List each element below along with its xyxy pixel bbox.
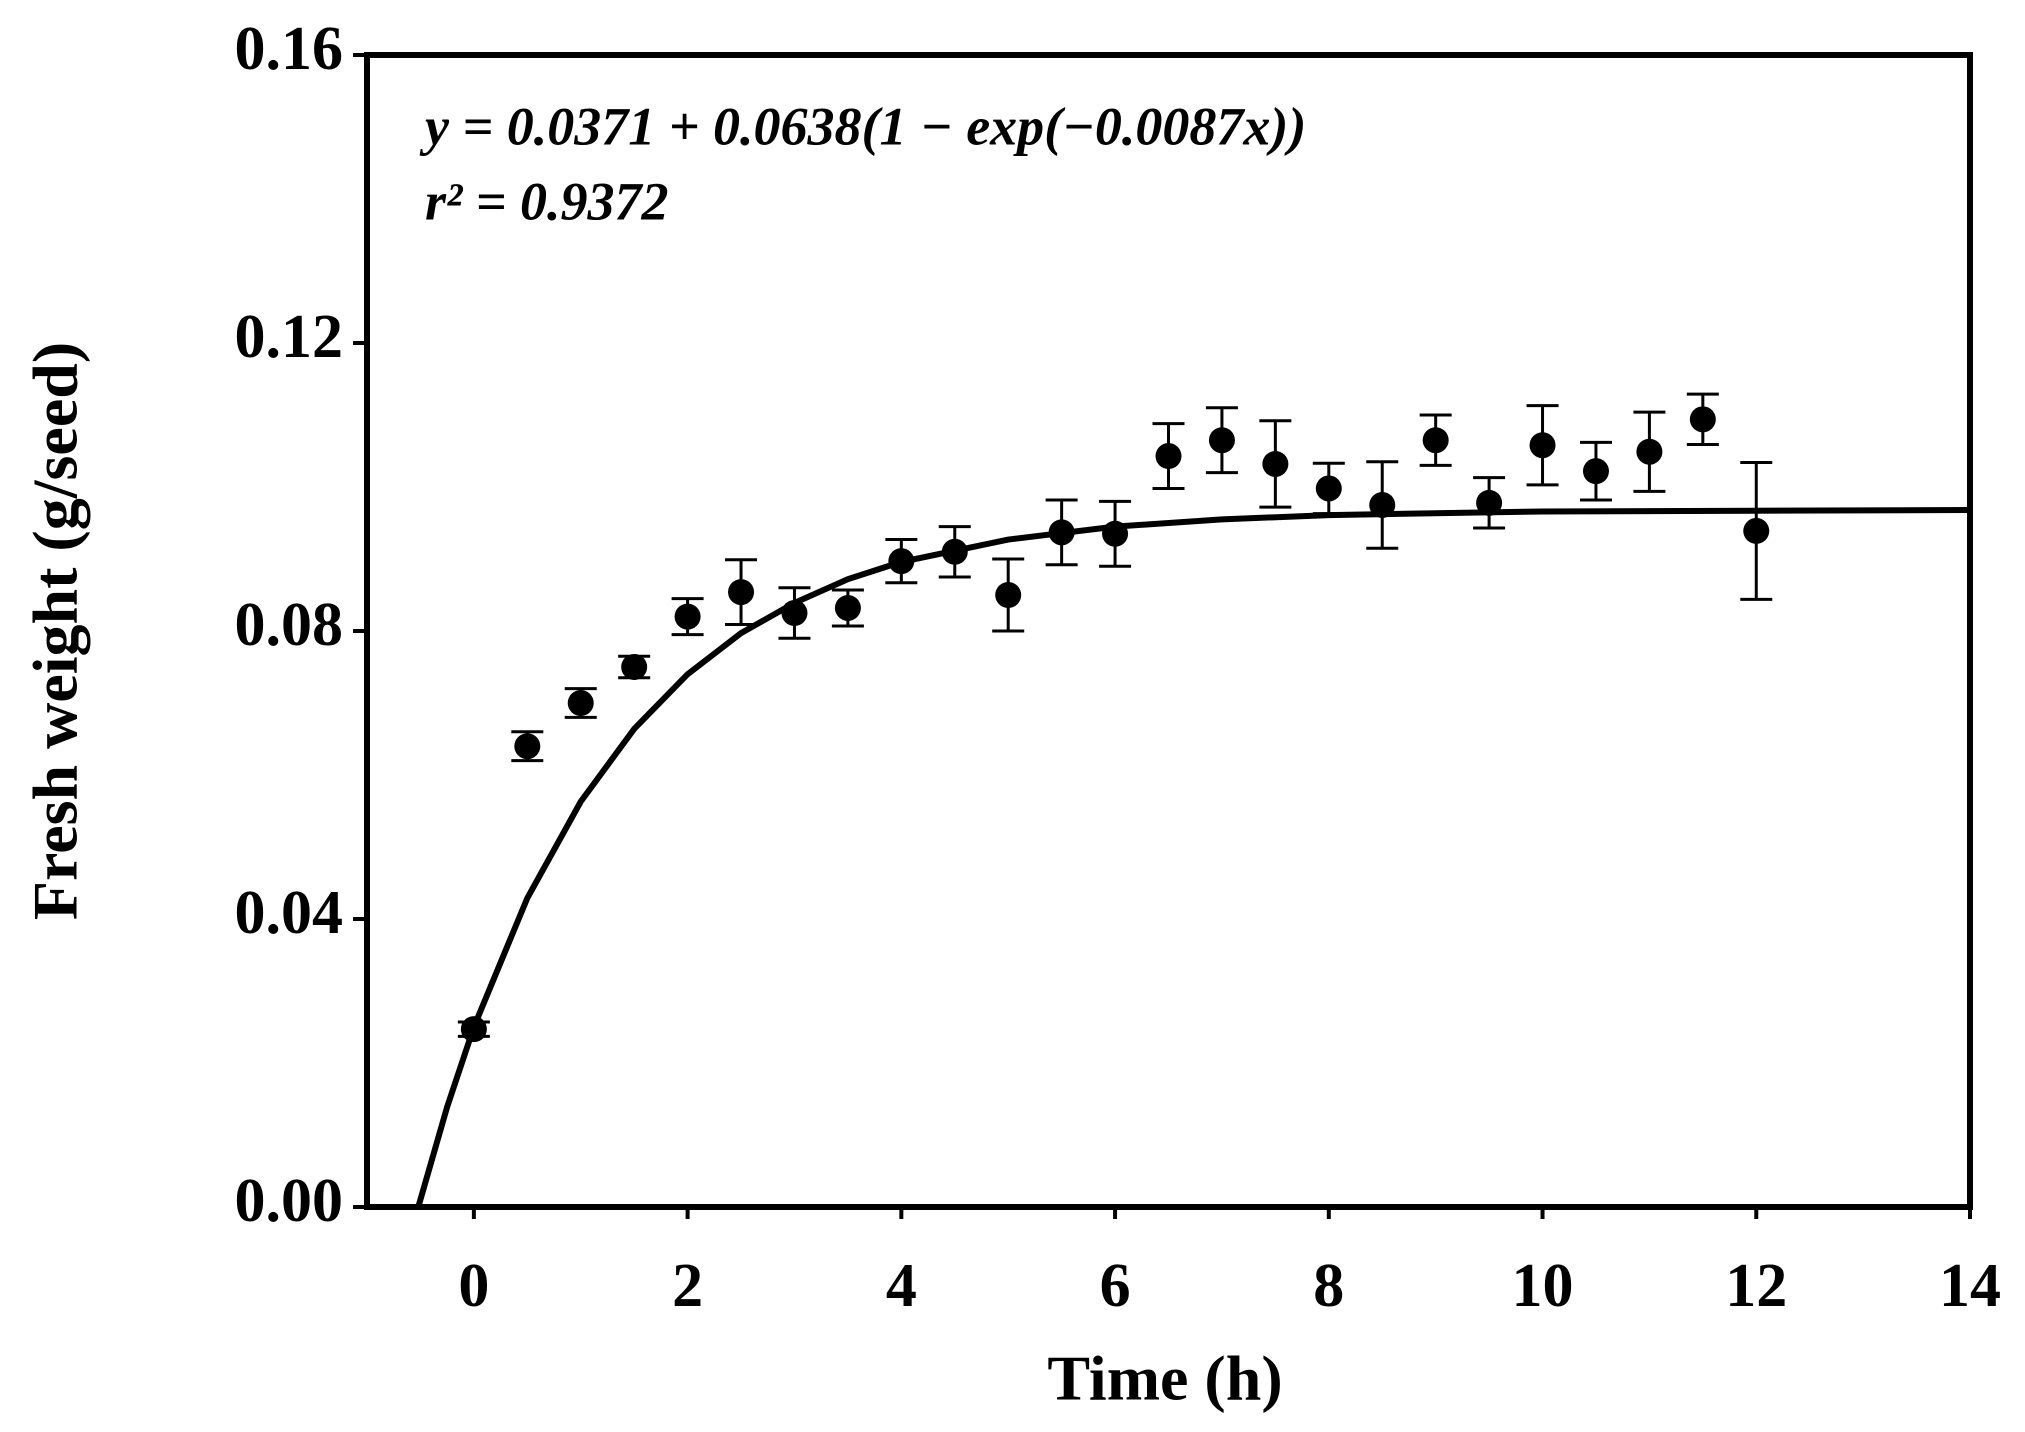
y-tick-label: 0.00 — [235, 1167, 344, 1235]
equation: y = 0.0371 + 0.0638(1 − exp(−0.0087x)) — [419, 96, 1306, 156]
y-tick-label: 0.16 — [235, 15, 344, 83]
data-point — [1689, 406, 1716, 433]
y-tick-label: 0.08 — [235, 591, 344, 659]
data-point — [1743, 517, 1770, 544]
data-point — [1048, 519, 1075, 546]
x-tick-label: 14 — [1939, 1252, 2001, 1320]
data-point — [460, 1016, 487, 1043]
data-point — [781, 600, 808, 626]
data-point — [728, 579, 755, 606]
data-point — [995, 582, 1022, 608]
data-point — [1262, 450, 1289, 477]
y-axis-title: Fresh weight (g/seed) — [20, 342, 91, 920]
x-tick-label: 12 — [1725, 1252, 1787, 1320]
data-point — [1582, 458, 1609, 485]
fit-curve — [415, 507, 1971, 1208]
x-tick-label: 8 — [1313, 1252, 1344, 1320]
data-point — [514, 733, 541, 760]
data-point — [674, 603, 701, 630]
x-axis-title: Time (h) — [1047, 1343, 1282, 1414]
data-point — [567, 690, 594, 716]
data-point — [941, 538, 968, 565]
data-point — [1422, 427, 1449, 454]
y-tick-label: 0.04 — [235, 879, 344, 947]
y-tick-label: 0.12 — [235, 303, 344, 371]
x-tick-label: 0 — [458, 1252, 489, 1320]
data-point — [1636, 438, 1663, 465]
data-point — [1155, 443, 1182, 470]
data-point — [1529, 432, 1556, 459]
x-tick-label: 2 — [672, 1252, 703, 1320]
x-tick-label: 6 — [1100, 1252, 1131, 1320]
data-point — [1476, 489, 1503, 516]
data-point — [1369, 492, 1396, 518]
plot-frame — [364, 52, 1973, 1210]
data-point — [834, 594, 861, 621]
r-squared: r² = 0.9372 — [425, 171, 668, 231]
data-point — [1102, 520, 1129, 547]
data-point — [888, 548, 915, 575]
data-point — [621, 654, 648, 680]
x-tick-label: 10 — [1512, 1252, 1574, 1320]
data-point — [1315, 475, 1342, 502]
data-point — [1208, 427, 1235, 454]
x-tick-label: 4 — [886, 1252, 917, 1320]
